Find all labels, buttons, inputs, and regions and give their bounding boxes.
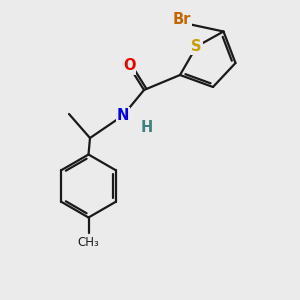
Text: Br: Br [172,12,191,27]
Text: S: S [191,39,202,54]
Text: CH₃: CH₃ [78,236,99,249]
Text: H: H [141,120,153,135]
Text: N: N [117,108,129,123]
Text: O: O [123,58,135,74]
